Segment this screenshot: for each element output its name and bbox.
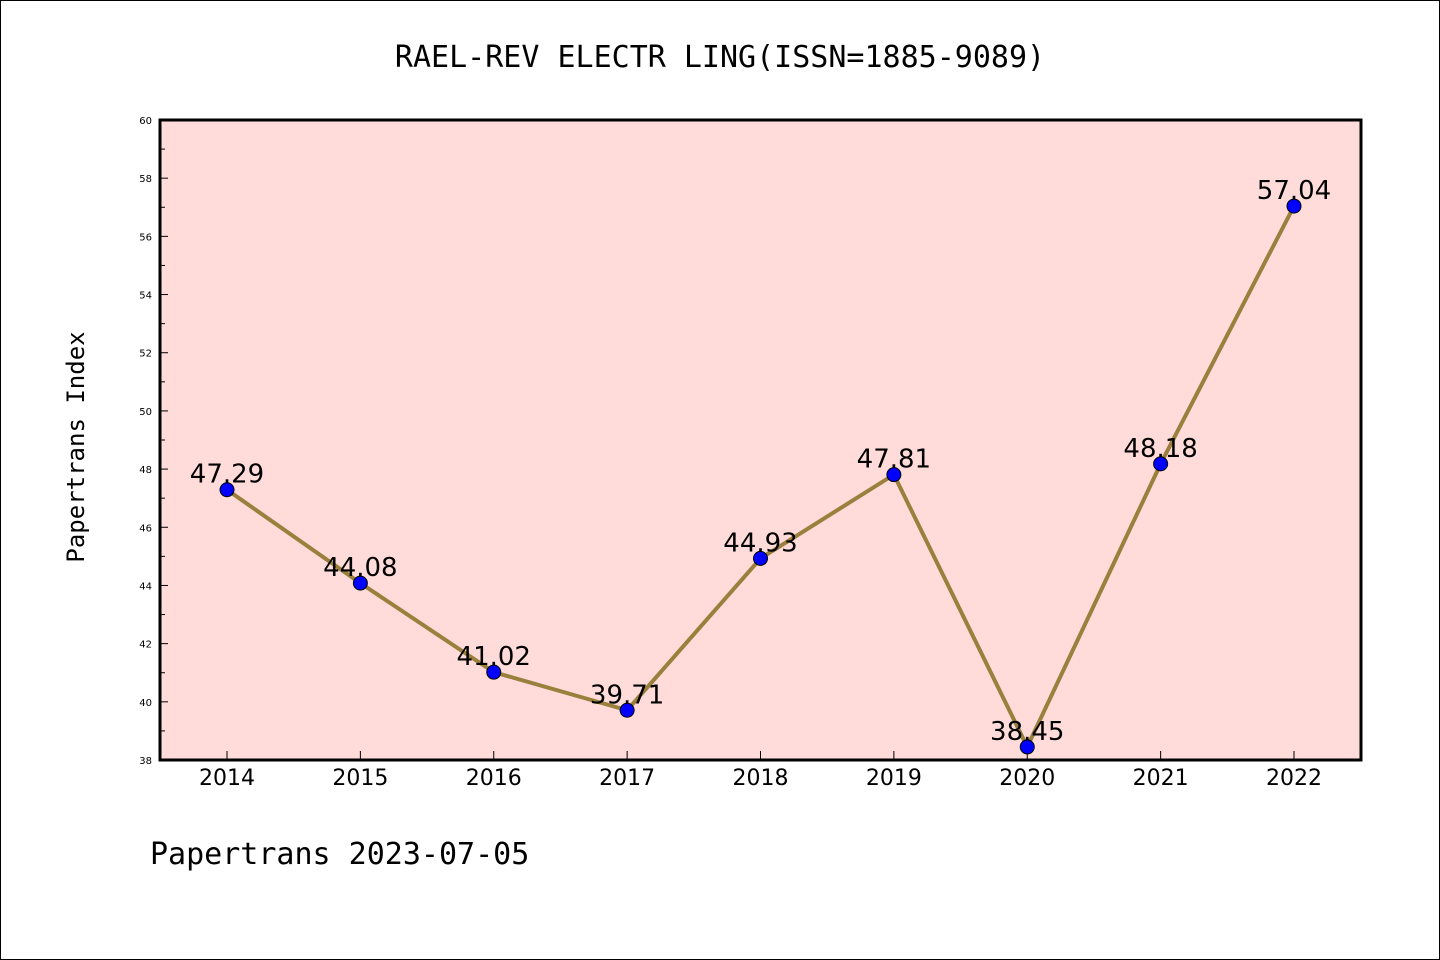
data-point-marker — [219, 482, 235, 498]
y-axis-label: Papertrans Index — [62, 331, 90, 562]
data-point-marker — [619, 702, 635, 718]
x-tick-label: 2021 — [1133, 766, 1189, 791]
y-tick-label: 42 — [139, 640, 152, 651]
y-tick-label: 52 — [139, 349, 152, 360]
y-tick-label: 50 — [139, 407, 152, 418]
data-point-marker — [1019, 739, 1035, 755]
y-tick-label: 58 — [139, 174, 152, 185]
data-label: 44.08 — [323, 553, 397, 583]
plot-border — [158, 118, 1363, 762]
data-point-marker — [486, 664, 502, 680]
y-tick-label: 60 — [139, 116, 152, 127]
x-tick-label: 2015 — [332, 766, 388, 791]
data-point-marker — [352, 575, 368, 591]
data-label: 39.71 — [590, 680, 664, 710]
data-label: 57.04 — [1257, 176, 1331, 206]
data-point-marker — [1153, 456, 1169, 472]
data-point-marker — [886, 467, 902, 483]
data-label: 47.81 — [857, 445, 931, 475]
y-tick-label: 40 — [139, 698, 152, 709]
data-point-marker — [753, 550, 768, 566]
data-point-marker — [1286, 198, 1302, 214]
data-markers — [219, 198, 1302, 755]
plot-area — [160, 120, 1361, 760]
x-tick-label: 2016 — [466, 766, 522, 791]
chart-title: RAEL-REV ELECTR LING(ISSN=1885-9089) — [395, 40, 1045, 75]
x-tick-label: 2017 — [599, 766, 655, 791]
footer-text: Papertrans 2023-07-05 — [150, 837, 529, 872]
x-tick-label: 2022 — [1266, 766, 1322, 791]
data-label: 38.45 — [990, 717, 1064, 747]
y-tick-label: 56 — [139, 232, 152, 243]
data-label: 41.02 — [457, 642, 531, 672]
x-tick-label: 2018 — [733, 766, 789, 791]
y-tick-label: 38 — [139, 756, 152, 767]
x-tick-label: 2019 — [866, 766, 922, 791]
x-axis: 2014 2015 2016 2017 2018 2019 2020 2021 2022 — [199, 751, 1322, 791]
y-tick-label: 54 — [139, 291, 152, 302]
x-tick-label: 2020 — [999, 766, 1055, 791]
y-tick-label: 48 — [139, 465, 152, 476]
y-tick-label: 44 — [139, 581, 152, 592]
data-labels: 47.29 44.08 41.02 39.71 44.93 47.81 38.45 48.18… — [190, 176, 1331, 747]
y-tick-label: 46 — [139, 523, 152, 534]
data-label: 47.29 — [190, 460, 264, 490]
x-tick-label: 2014 — [199, 766, 255, 791]
data-label: 48.18 — [1123, 434, 1197, 464]
data-label: 44.93 — [723, 528, 797, 558]
